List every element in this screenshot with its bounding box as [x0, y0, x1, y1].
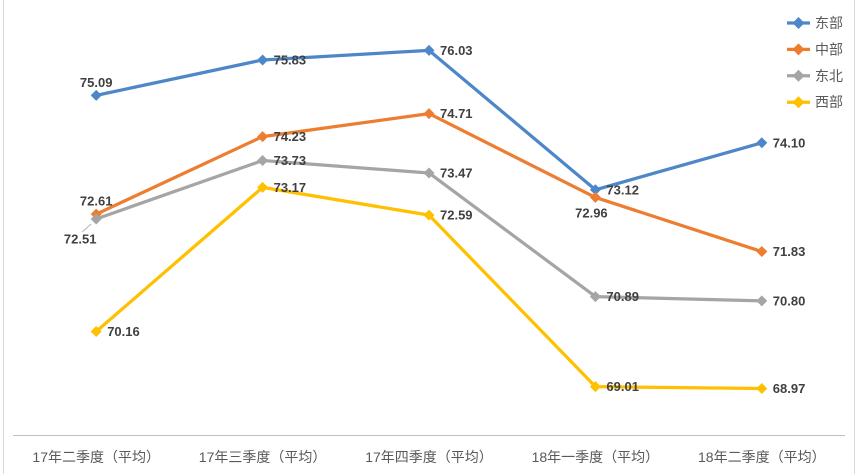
x-axis-label: 17年三季度（平均）	[199, 449, 327, 465]
legend-label: 西部	[815, 94, 843, 110]
data-point-marker[interactable]	[257, 54, 269, 66]
legend-marker-icon	[792, 96, 805, 109]
data-point-marker[interactable]	[257, 131, 269, 143]
data-point-marker[interactable]	[589, 191, 601, 203]
data-label: 72.51	[64, 231, 97, 246]
data-point-marker[interactable]	[756, 137, 768, 149]
data-label: 75.83	[274, 52, 307, 67]
label-leader-line	[81, 223, 92, 233]
data-point-marker[interactable]	[90, 89, 102, 101]
x-axis-label: 18年二季度（平均）	[698, 449, 826, 465]
legend-marker-icon	[792, 69, 805, 82]
legend-item-东部[interactable]: 东部	[787, 15, 843, 31]
data-point-marker[interactable]	[756, 383, 768, 395]
data-point-marker[interactable]	[756, 295, 768, 307]
data-label: 72.61	[80, 194, 113, 209]
legend-item-中部[interactable]: 中部	[787, 41, 843, 57]
legend-label: 中部	[815, 41, 843, 57]
x-axis-label: 18年一季度（平均）	[532, 449, 660, 465]
data-label: 72.96	[575, 205, 608, 220]
series-中部	[90, 108, 768, 258]
data-point-marker[interactable]	[423, 108, 435, 120]
data-point-marker[interactable]	[90, 326, 102, 338]
data-point-marker[interactable]	[589, 381, 601, 393]
data-point-marker[interactable]	[257, 155, 269, 167]
data-label: 68.97	[773, 381, 806, 396]
data-point-marker[interactable]	[423, 44, 435, 56]
series-东部	[90, 44, 768, 196]
data-label: 74.71	[440, 106, 473, 121]
data-label: 74.23	[274, 129, 307, 144]
data-label: 70.89	[606, 289, 639, 304]
data-point-marker[interactable]	[423, 209, 435, 221]
data-label: 73.73	[274, 153, 307, 168]
data-point-marker[interactable]	[589, 291, 601, 303]
data-label: 75.09	[80, 75, 113, 90]
legend-label: 东北	[815, 68, 843, 84]
legend-marker-icon	[792, 17, 805, 29]
data-point-marker[interactable]	[423, 167, 435, 179]
legend-marker-icon	[792, 43, 805, 56]
data-point-marker[interactable]	[90, 213, 102, 225]
data-label: 70.16	[107, 324, 140, 339]
data-label: 69.01	[606, 379, 639, 394]
data-label: 76.03	[440, 43, 473, 58]
legend-item-东北[interactable]: 东北	[787, 68, 843, 84]
data-point-marker[interactable]	[589, 184, 601, 196]
x-axis-label: 17年四季度（平均）	[365, 449, 493, 465]
data-point-marker[interactable]	[257, 181, 269, 193]
legend-item-西部[interactable]: 西部	[787, 94, 843, 110]
data-label: 72.59	[440, 208, 473, 223]
data-label: 73.17	[274, 180, 307, 195]
data-label: 71.83	[773, 244, 806, 259]
data-label: 73.47	[440, 165, 473, 180]
series-line-2[interactable]	[94, 158, 764, 303]
data-label: 73.12	[606, 182, 639, 197]
legend-label: 东部	[815, 15, 843, 31]
series-东北	[90, 155, 768, 307]
data-label: 74.10	[773, 135, 806, 150]
x-axis-label: 17年二季度（平均）	[32, 449, 160, 465]
series-西部	[90, 181, 768, 395]
data-point-marker[interactable]	[756, 246, 768, 258]
data-label: 70.80	[773, 293, 806, 308]
